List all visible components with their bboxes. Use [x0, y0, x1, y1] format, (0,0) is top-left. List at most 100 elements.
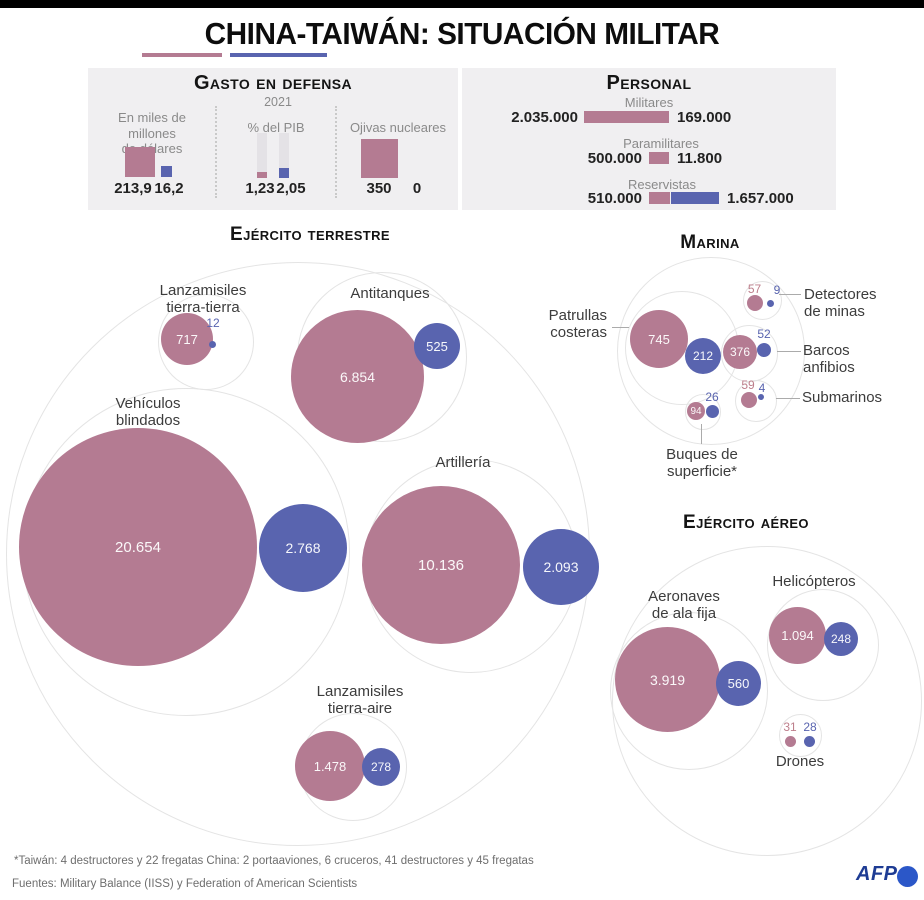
china-value: 510.000 [587, 190, 642, 207]
china-bubble: 1.094 [769, 607, 826, 664]
china-value: 500.000 [587, 150, 642, 167]
taiwan-bubble: 212 [685, 338, 721, 374]
item-label: Patrullas costeras [548, 307, 607, 341]
taiwan-bubble [758, 394, 764, 400]
taiwan-bar [671, 192, 719, 204]
item-label: Helicópteros [772, 573, 856, 590]
air-title: Ejército aéreo [683, 512, 809, 533]
item-label: Artillería [435, 454, 491, 471]
item-label: Submarinos [802, 389, 883, 406]
china-value: 31 [783, 720, 797, 734]
china-value: 57 [747, 282, 762, 296]
sources: Fuentes: Military Balance (IISS) y Feder… [12, 878, 358, 890]
china-value: 213,9 [114, 180, 152, 197]
china-bar [584, 111, 669, 123]
item-label: Antitanques [350, 285, 430, 302]
taiwan-bubble [209, 341, 216, 348]
personnel-box [462, 68, 836, 210]
item-label: Barcos anfibios [803, 342, 855, 376]
item-label: Lanzamisiles tierra-tierra [159, 282, 247, 316]
item-label: Drones [775, 753, 825, 770]
taiwan-bubble [706, 405, 719, 418]
china-bubble: 10.136 [362, 486, 520, 644]
taiwan-value: 9 [773, 283, 781, 297]
china-bubble: 745 [630, 310, 688, 368]
china-bubble: 20.654 [19, 428, 257, 666]
china-bubble [785, 736, 796, 747]
taiwan-bubble [757, 343, 771, 357]
taiwan-value: 2,05 [276, 180, 306, 197]
gdp-track-taiwan [279, 133, 289, 178]
row-label: Reservistas [628, 177, 696, 192]
title-underline-china [142, 53, 222, 57]
taiwan-value: 4 [758, 381, 766, 395]
afp-globe-icon [897, 866, 918, 887]
item-label: Aeronaves de ala fija [648, 588, 720, 622]
china-bubble: 376 [723, 335, 757, 369]
afp-logo-text: AFP [856, 863, 898, 885]
group-ring [610, 612, 768, 770]
army-title: Ejército terrestre [230, 224, 390, 245]
taiwan-bubble: 278 [362, 748, 400, 786]
china-value: 350 [366, 180, 392, 197]
page-title: CHINA-TAIWÁN: SITUACIÓN MILITAR [204, 16, 720, 51]
defense-col-warheads-label: Ojivas nucleares [349, 120, 447, 135]
china-bubble: 717 [161, 313, 213, 365]
defense-title: Gasto en defensa [193, 72, 353, 94]
title-underline-taiwan [230, 53, 327, 57]
item-label: Lanzamisiles tierra-aire [316, 683, 404, 717]
china-square [361, 139, 398, 178]
taiwan-value: 52 [757, 327, 771, 341]
taiwan-bubble [804, 736, 815, 747]
china-bar [649, 152, 669, 164]
navy-group-ring [617, 257, 805, 445]
navy-title: Marina [680, 232, 740, 253]
top-black-bar [0, 0, 924, 8]
china-square [125, 147, 155, 177]
taiwan-value: 12 [206, 316, 220, 330]
group-ring [685, 394, 721, 430]
defense-col-gdp-label: % del PIB [247, 120, 305, 135]
divider-dotted [335, 106, 337, 198]
taiwan-value: 28 [803, 720, 817, 734]
taiwan-bubble: 560 [716, 661, 761, 706]
china-value: 59 [741, 378, 755, 392]
row-label: Paramilitares [623, 136, 699, 151]
china-bubble [747, 295, 763, 311]
footnote: *Taiwán: 4 destructores y 22 fregatas Ch… [14, 855, 534, 867]
china-bubble: 1.478 [295, 731, 365, 801]
taiwan-value: 1.657.000 [727, 190, 794, 207]
gdp-track-china [257, 133, 267, 178]
taiwan-bubble [767, 300, 774, 307]
row-label: Militares [624, 95, 674, 110]
connector-line [612, 327, 629, 328]
taiwan-bubble: 248 [824, 622, 858, 656]
taiwan-square [161, 166, 172, 177]
item-label: Vehículos blindados [115, 395, 181, 429]
china-bubble: 3.919 [615, 627, 720, 732]
group-ring [743, 281, 782, 320]
china-value: 1,23 [245, 180, 275, 197]
taiwan-bubble: 2.768 [259, 504, 347, 592]
defense-year: 2021 [264, 95, 292, 109]
china-value: 2.035.000 [511, 109, 578, 126]
taiwan-bubble: 525 [414, 323, 460, 369]
taiwan-value: 16,2 [154, 180, 184, 197]
divider-dotted [215, 106, 217, 198]
china-bar [649, 192, 670, 204]
connector-line [776, 398, 800, 399]
taiwan-value: 11.800 [677, 150, 723, 167]
group-ring [767, 589, 879, 701]
connector-line [701, 424, 702, 444]
taiwan-value: 169.000 [677, 109, 732, 126]
taiwan-value: 26 [705, 390, 719, 404]
taiwan-value: 0 [412, 180, 422, 197]
china-bubble: 94 [687, 402, 705, 420]
group-ring [779, 714, 822, 757]
china-bubble [741, 392, 757, 408]
group-ring [735, 380, 777, 422]
item-label: Buques de superficie* [666, 446, 738, 480]
personnel-title: Personal [606, 72, 692, 94]
connector-line [777, 351, 801, 352]
